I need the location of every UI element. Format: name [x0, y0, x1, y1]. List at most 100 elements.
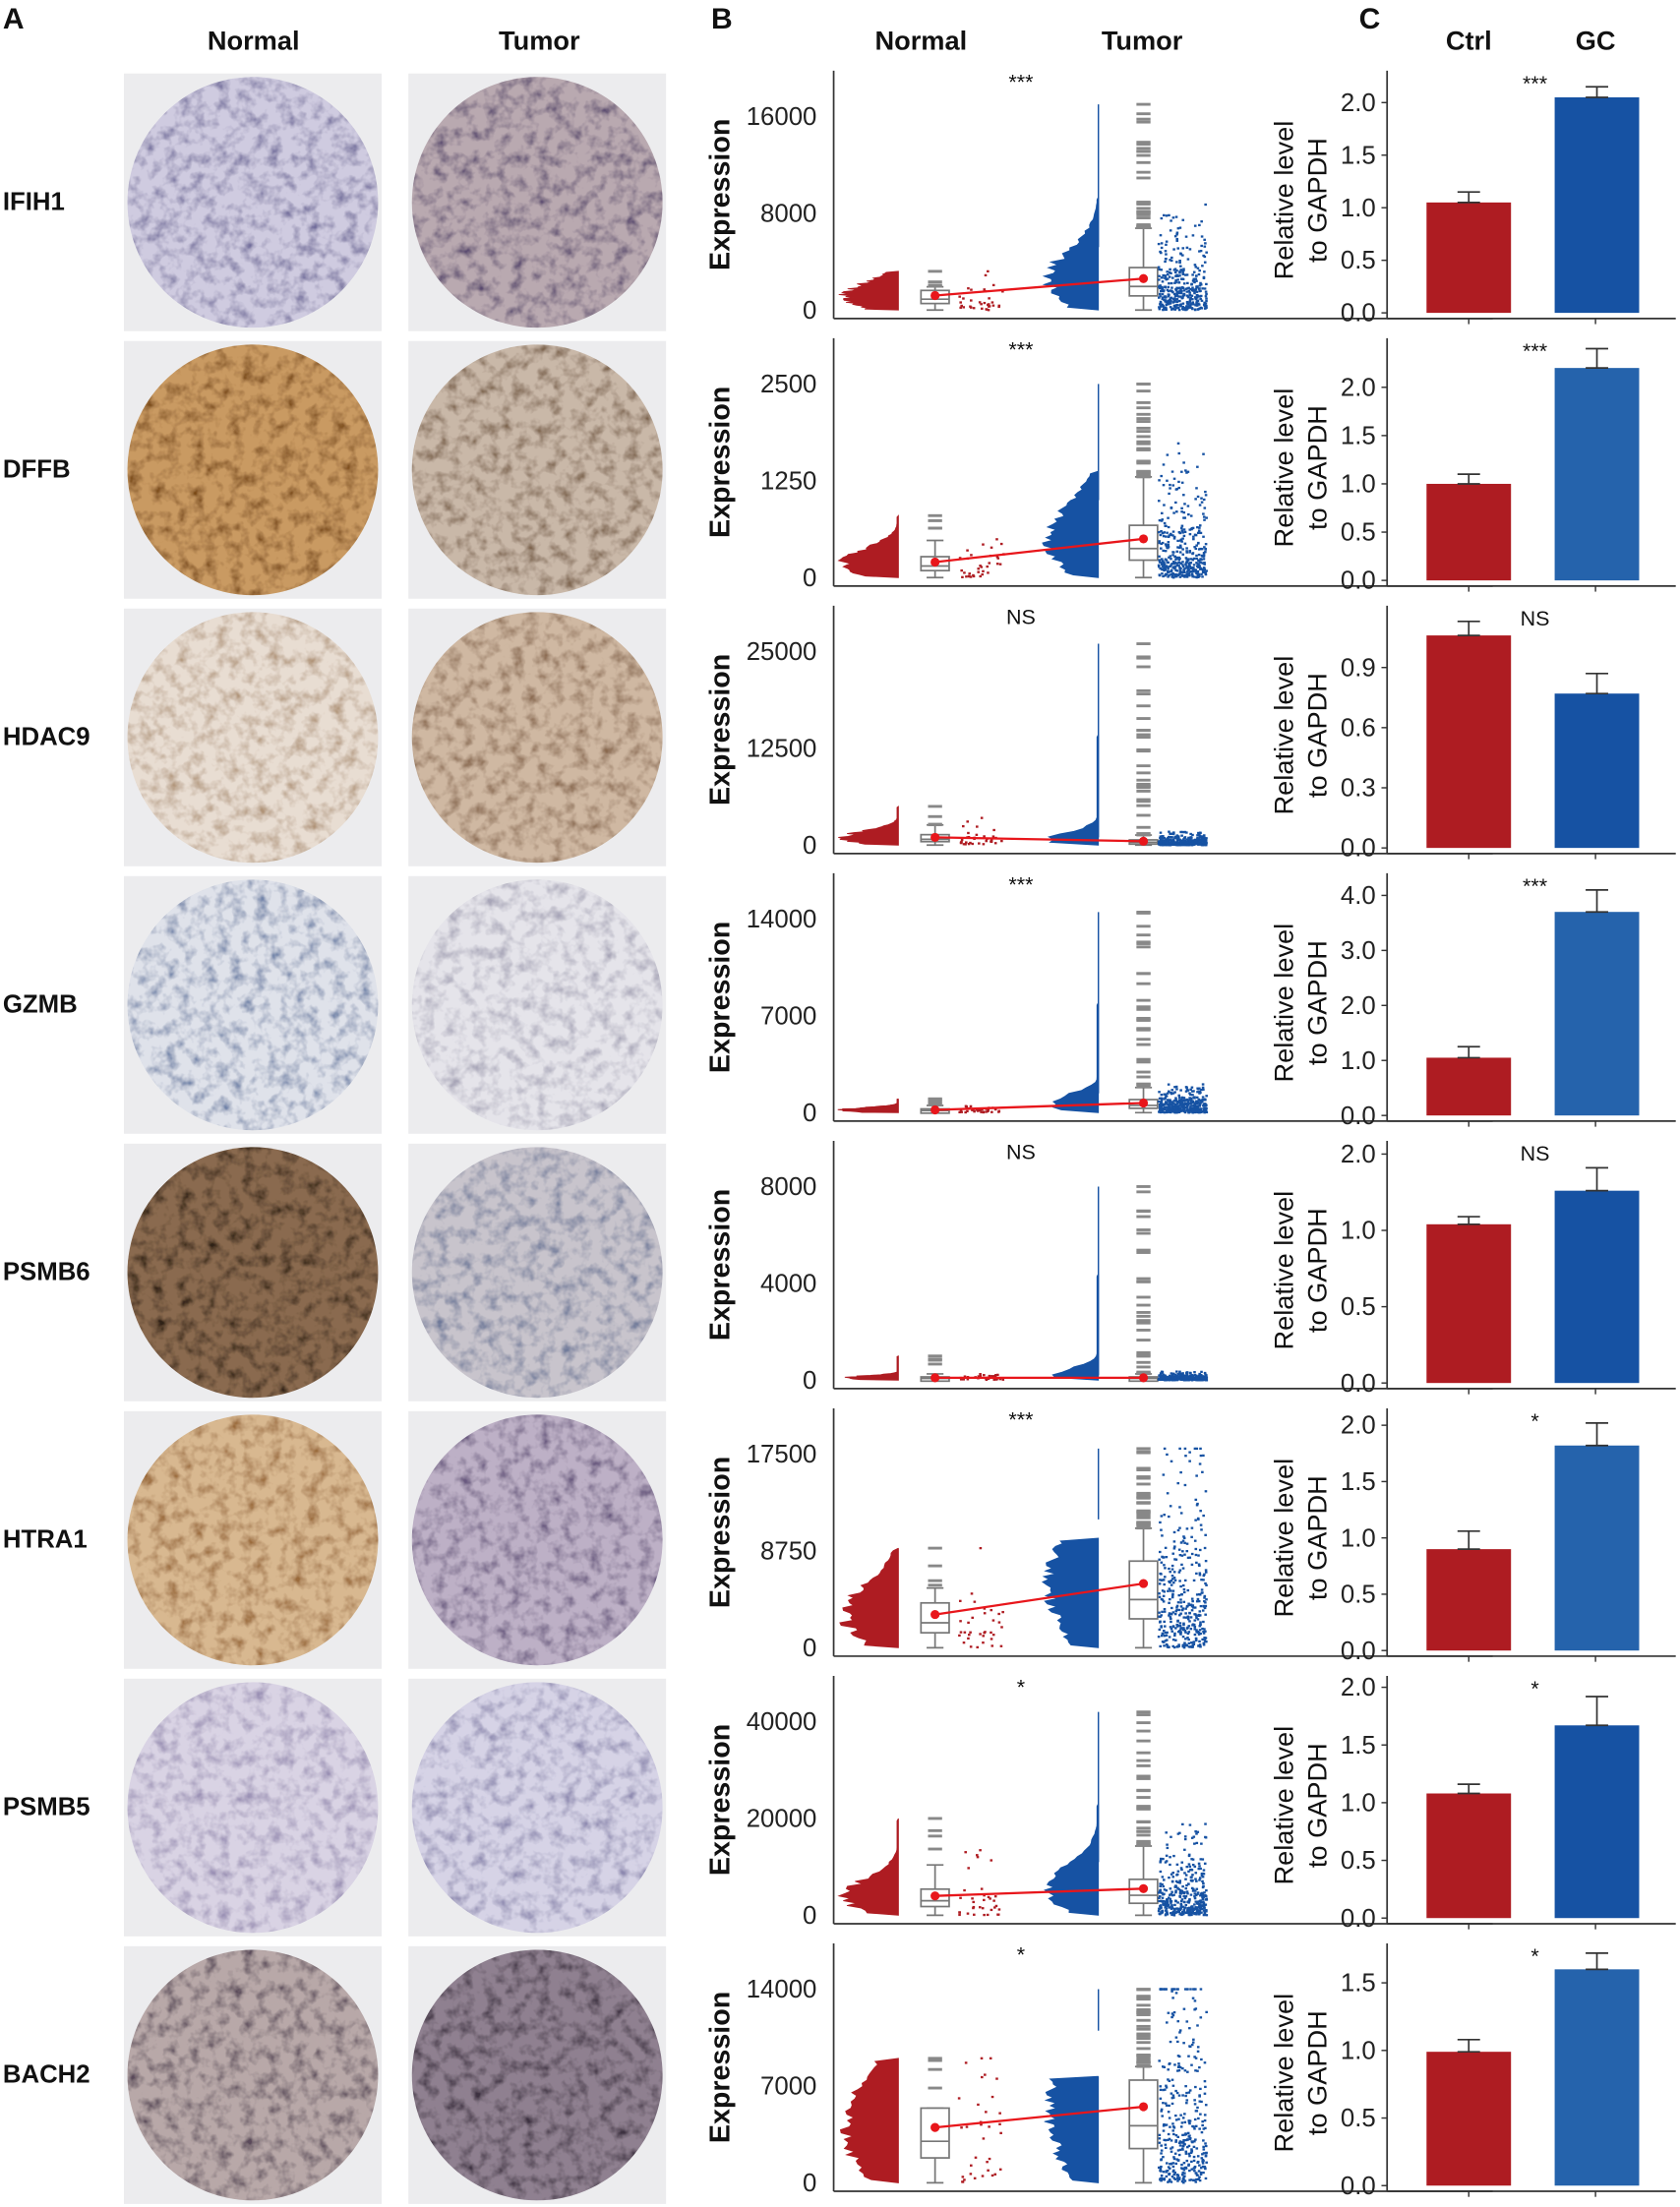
mean-point-tumor — [1138, 2102, 1149, 2112]
data-point — [1169, 1581, 1171, 1584]
data-point — [1170, 1879, 1174, 1883]
data-point — [1161, 560, 1165, 563]
data-point — [1183, 836, 1186, 840]
data-point — [1204, 843, 1207, 847]
data-point — [1179, 1631, 1182, 1634]
data-point — [1169, 302, 1172, 305]
data-point — [1184, 1455, 1187, 1458]
data-point — [1191, 2141, 1194, 2144]
data-point — [1183, 1109, 1186, 1112]
data-point — [1185, 2099, 1189, 2102]
data-point — [1186, 1604, 1189, 1608]
data-point — [1158, 541, 1161, 545]
data-point — [1191, 273, 1194, 276]
data-point — [1173, 1545, 1176, 1548]
outlier-point — [1136, 825, 1151, 829]
data-point — [1171, 554, 1174, 557]
y-tick-label: 20000 — [747, 1806, 817, 1833]
data-point — [983, 1612, 987, 1615]
data-point — [1174, 215, 1178, 218]
data-point — [1194, 298, 1198, 301]
y-axis-label-line: Relative level — [1268, 1459, 1298, 1618]
data-point — [1172, 841, 1176, 845]
data-point — [1170, 1103, 1172, 1105]
data-point — [1159, 1906, 1163, 1910]
data-point — [1182, 2140, 1185, 2144]
data-point — [959, 306, 962, 309]
data-point — [1190, 2063, 1193, 2066]
data-point — [1194, 2110, 1198, 2113]
data-point — [1201, 1858, 1205, 1861]
data-point — [972, 307, 976, 310]
outlier-point — [1136, 382, 1151, 386]
data-point — [962, 843, 966, 846]
data-point — [1175, 298, 1179, 301]
data-point — [1165, 1102, 1168, 1105]
data-point — [980, 566, 984, 568]
data-point — [1167, 525, 1170, 529]
data-point — [1157, 2166, 1161, 2170]
data-point — [1170, 1089, 1174, 1092]
data-point — [1170, 575, 1174, 578]
outlier-point — [1136, 665, 1151, 669]
data-point — [1161, 1103, 1165, 1105]
data-point — [1172, 1540, 1176, 1543]
data-point — [1170, 296, 1173, 300]
data-point — [1180, 289, 1183, 293]
data-point — [1191, 552, 1195, 555]
data-point — [1165, 214, 1169, 217]
outlier-point — [1136, 1475, 1151, 1478]
data-point — [1203, 546, 1206, 549]
data-point — [1185, 547, 1188, 550]
data-point — [1178, 274, 1181, 277]
outlier-point — [1136, 2018, 1151, 2022]
data-point — [1198, 1564, 1201, 1568]
outlier-point — [1136, 1988, 1151, 1991]
data-point — [1170, 1892, 1173, 1896]
data-point — [1188, 2136, 1192, 2140]
data-point — [1205, 1909, 1208, 1912]
data-point — [1182, 289, 1186, 292]
data-point — [1159, 1861, 1162, 1864]
data-point — [1197, 1913, 1201, 1916]
data-point — [1178, 1374, 1182, 1377]
data-point — [1175, 292, 1179, 295]
data-point — [1173, 561, 1176, 564]
outlier-point — [1136, 692, 1151, 696]
data-point — [1176, 2149, 1180, 2152]
data-point — [1166, 288, 1170, 291]
data-point — [1174, 280, 1177, 284]
data-point — [1176, 2055, 1180, 2058]
data-point — [1169, 1616, 1172, 1619]
data-point — [1183, 2120, 1187, 2123]
data-point — [1204, 1604, 1208, 1608]
outlier-point — [1136, 942, 1151, 945]
data-point — [1159, 250, 1162, 254]
data-point — [1176, 2174, 1180, 2177]
data-point — [1181, 1905, 1184, 1908]
data-point — [1201, 835, 1204, 838]
data-point — [1203, 2092, 1207, 2095]
violin-tumor — [1041, 1537, 1100, 1648]
data-point — [1198, 1090, 1202, 1093]
data-point — [1161, 531, 1165, 535]
data-point — [1166, 1453, 1169, 1457]
data-point — [1190, 1876, 1193, 1879]
y-tick-label: 0.0 — [1341, 1638, 1376, 1665]
data-point — [1174, 558, 1177, 561]
data-point — [1169, 306, 1172, 309]
data-point — [1205, 1110, 1209, 1114]
data-point — [1185, 838, 1188, 841]
data-point — [1175, 1988, 1179, 1991]
data-point — [1181, 1607, 1185, 1610]
data-point — [1193, 2166, 1196, 2170]
data-point — [1199, 558, 1202, 561]
data-point — [1180, 1868, 1183, 1872]
data-point — [1180, 481, 1184, 484]
data-point — [1197, 841, 1201, 844]
data-point — [982, 569, 985, 572]
data-point — [1177, 559, 1181, 562]
outlier-point — [1136, 1005, 1151, 1009]
